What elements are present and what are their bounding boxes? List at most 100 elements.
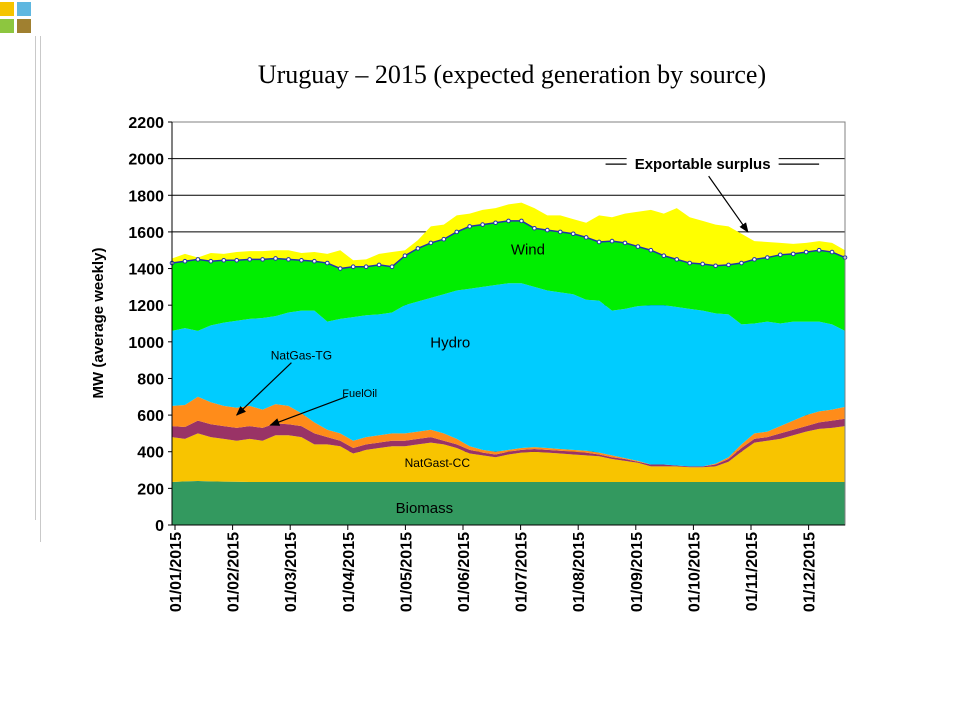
annotations: Wind Hydro Biomass NatGast-CC NatGas-TG FuelO… [235,155,820,517]
demand-point [519,218,524,224]
demand-point [777,252,783,258]
annotation-fueloil: FuelOil [342,388,377,400]
x-tick-label: 01/11/2015 [744,532,761,611]
demand-point [545,227,550,233]
y-tick-label: 800 [137,371,164,388]
x-tick-label: 01/06/2015 [456,532,473,612]
demand-point [739,260,744,266]
demand-point [286,257,291,262]
demand-point [299,258,304,263]
area-biomass [172,481,845,525]
demand-point [428,240,434,246]
x-tick-label: 01/05/2015 [398,532,415,612]
demand-point [493,220,498,226]
demand-point [803,249,809,255]
demand-point [506,218,511,224]
area-wind [172,220,845,331]
demand-point [376,262,382,268]
annotation-arrow-exportable-surplus [708,175,749,233]
y-tick-label: 200 [137,481,164,498]
annotation-natgas-tg: NatGas-TG [271,349,332,363]
x-tick-label: 01/08/2015 [571,532,588,612]
demand-point [273,256,278,261]
demand-point [726,262,731,268]
x-tick-label: 01/10/2015 [686,532,703,612]
y-tick-label: 1800 [128,188,164,205]
demand-line [169,218,848,271]
annotation-bg-exportable-surplus [626,155,779,174]
area-natgast-cc [172,426,845,482]
corner-square-yellow [0,2,14,16]
y-tick-label: 1400 [128,262,164,279]
demand-point [622,240,628,246]
demand-point [752,257,757,262]
demand-point [234,258,240,263]
demand-point [389,264,395,270]
demand-point [687,260,692,266]
demand-point [337,266,343,271]
chart-title: Uruguay – 2015 (expected generation by s… [257,60,767,89]
demand-point [247,257,252,262]
y-tick-label: 1600 [128,225,164,242]
demand-point [182,258,188,264]
y-tick-label: 400 [137,445,164,462]
corner-square-green [0,19,14,33]
y-axis-label: MW (average weekly) [90,248,107,399]
x-tick-label: 01/07/2015 [514,532,531,612]
demand-point [583,235,589,240]
x-tick-label: 01/04/2015 [341,532,358,612]
demand-point [635,244,641,249]
demand-point [415,246,421,251]
demand-point [816,247,822,253]
y-tick-label: 2000 [128,152,164,169]
demand-point [532,225,537,231]
demand-point [713,263,718,269]
x-tick-label: 01/12/2015 [802,532,819,612]
demand-point [350,264,356,270]
area-exportable-surplus [172,202,845,269]
area-series [172,202,845,525]
demand-point [765,255,770,260]
demand-point [661,253,667,259]
annotation-hydro: Hydro [430,335,470,352]
slide-divider-line-2 [40,36,41,542]
demand-point [790,251,796,257]
demand-point [195,257,201,262]
demand-point [221,258,227,263]
y-tick-label: 0 [155,518,164,535]
x-tick-label: 01/09/2015 [629,532,646,612]
demand-point [570,231,576,237]
annotation-natgast-cc: NatGast-CC [405,456,471,470]
demand-point [312,258,317,264]
demand-point [454,229,460,235]
demand-point [609,238,615,244]
x-tick-label: 01/02/2015 [226,532,243,612]
annotation-exportable-surplus: Exportable surplus [635,156,771,173]
x-tick-label: 01/03/2015 [283,532,300,612]
annotation-arrow-fueloil [269,395,348,426]
y-tick-label: 1200 [128,298,164,315]
annotation-biomass: Biomass [396,500,454,517]
y-axis: 0 200 400 600 800 1000 1200 1400 1600 1800 2000 220… [128,115,173,535]
demand-point [260,257,265,262]
demand-point [648,247,654,253]
x-axis: 01/01/2015 01/02/2015 01/03/2015 01/04/2015… [168,524,845,612]
demand-point [363,264,369,270]
demand-point [674,257,680,262]
demand-point [441,236,447,242]
demand-point [557,229,563,235]
y-tick-label: 600 [137,408,164,425]
area-hydro [172,283,845,467]
demand-point [208,258,214,264]
slide-divider-line [35,36,36,520]
annotation-wind: Wind [511,241,545,258]
demand-point [700,261,705,267]
y-tick-label: 1000 [128,335,164,352]
corner-square-brown [17,19,31,33]
demand-point [596,239,602,245]
demand-point [480,222,485,227]
demand-point [402,253,408,259]
demand-point [467,224,472,229]
x-tick-label: 01/01/2015 [168,532,185,612]
